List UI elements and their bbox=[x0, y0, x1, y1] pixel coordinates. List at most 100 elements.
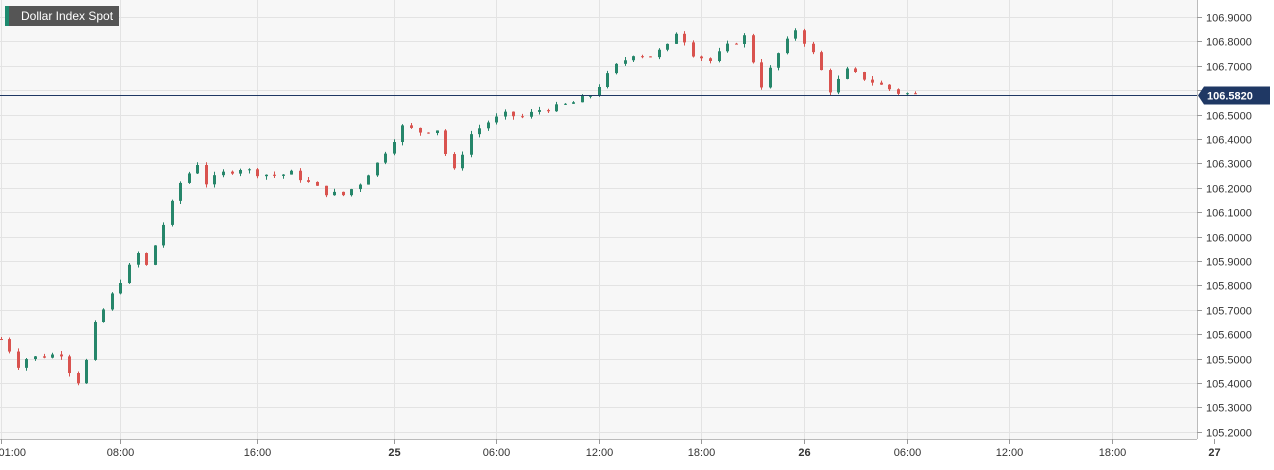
candle-body bbox=[43, 356, 46, 358]
candle-body bbox=[77, 373, 80, 384]
chart-title: Dollar Index Spot bbox=[21, 9, 114, 23]
x-tick-label: 18:00 bbox=[688, 447, 716, 459]
candle-body bbox=[307, 180, 310, 182]
candle-body bbox=[769, 67, 772, 88]
candle-body bbox=[179, 182, 182, 201]
candle-body bbox=[615, 63, 618, 74]
candle-body bbox=[94, 322, 97, 360]
candle-body bbox=[530, 111, 533, 117]
x-tick-label: 12:00 bbox=[586, 447, 614, 459]
x-tick-label: 08:00 bbox=[107, 447, 135, 459]
candle-body bbox=[470, 134, 473, 155]
candle-body bbox=[700, 56, 703, 59]
candle-body bbox=[606, 73, 609, 87]
plot-background bbox=[0, 0, 1197, 439]
candle-body bbox=[871, 79, 874, 83]
candle-body bbox=[641, 56, 644, 58]
y-tick-label: 105.3000 bbox=[1206, 403, 1252, 415]
candle-body bbox=[145, 253, 148, 265]
candle-body bbox=[564, 103, 567, 105]
candle-body bbox=[888, 84, 891, 90]
candle-body bbox=[735, 43, 738, 45]
candle-body bbox=[299, 170, 302, 181]
y-tick-label: 106.8000 bbox=[1206, 37, 1252, 49]
x-tick-label: 06:00 bbox=[483, 447, 511, 459]
chart-legend: Dollar Index Spot bbox=[5, 6, 119, 26]
candle-body bbox=[495, 116, 498, 123]
candle-body bbox=[718, 51, 721, 62]
candle-body bbox=[222, 171, 225, 176]
candle-body bbox=[128, 264, 131, 284]
candle-body bbox=[649, 56, 652, 58]
candle-body bbox=[760, 62, 763, 88]
candle-body bbox=[777, 53, 780, 68]
candle-body bbox=[854, 68, 857, 73]
candle-body bbox=[154, 245, 157, 265]
y-tick-label: 106.5000 bbox=[1206, 111, 1252, 123]
y-tick-label: 105.2000 bbox=[1206, 428, 1252, 440]
candle-body bbox=[487, 122, 490, 129]
y-tick-label: 106.1000 bbox=[1206, 208, 1252, 220]
candle-body bbox=[829, 70, 832, 93]
y-tick-label: 105.8000 bbox=[1206, 281, 1252, 293]
last-price-tag-shape bbox=[1198, 86, 1270, 105]
candle-body bbox=[205, 165, 208, 185]
y-tick-label: 106.0000 bbox=[1206, 233, 1252, 245]
candle-body bbox=[111, 293, 114, 310]
candle-body bbox=[137, 253, 140, 265]
candle-body bbox=[213, 175, 216, 185]
candle-body bbox=[248, 169, 251, 171]
candle-body bbox=[60, 354, 63, 357]
candle-body bbox=[316, 181, 319, 186]
candle-body bbox=[897, 89, 900, 94]
candle-body bbox=[521, 116, 524, 118]
candle-body bbox=[162, 224, 165, 246]
candle-body bbox=[282, 174, 285, 176]
candle-body bbox=[342, 191, 345, 196]
x-axis: 01:00 08:00 16:00 25 06:00 12:00 18:00 26 06:00 1… bbox=[0, 439, 1221, 459]
candle-body bbox=[837, 78, 840, 93]
y-tick-label: 106.4000 bbox=[1206, 135, 1252, 147]
x-tick-label: 16:00 bbox=[244, 447, 272, 459]
candle-body bbox=[555, 104, 558, 112]
x-tick-label: 12:00 bbox=[996, 447, 1024, 459]
candle-body bbox=[453, 154, 456, 169]
candles bbox=[0, 28, 917, 386]
candle-body bbox=[675, 33, 678, 44]
y-tick-label: 105.6000 bbox=[1206, 330, 1252, 342]
candle-body bbox=[880, 82, 883, 85]
candle-body bbox=[376, 162, 379, 176]
candle-body bbox=[547, 110, 550, 112]
candle-body bbox=[709, 58, 712, 62]
candle-body bbox=[0, 339, 3, 341]
y-tick-label: 106.3000 bbox=[1206, 159, 1252, 171]
candle-body bbox=[265, 174, 268, 177]
candle-body bbox=[461, 154, 464, 169]
candle-body bbox=[658, 49, 661, 58]
candle-body bbox=[632, 56, 635, 61]
candle-body bbox=[906, 93, 909, 95]
candle-body bbox=[512, 111, 515, 117]
last-price-tag: 106.5820 bbox=[1198, 86, 1270, 105]
candle-body bbox=[538, 110, 541, 112]
candle-body bbox=[743, 35, 746, 44]
candle-body bbox=[410, 125, 413, 128]
candle-body bbox=[273, 174, 276, 176]
candle-body bbox=[359, 184, 362, 190]
candle-body bbox=[692, 42, 695, 57]
x-tick-label: 06:00 bbox=[894, 447, 922, 459]
candle-body bbox=[34, 356, 37, 360]
x-tick-label: 01:00 bbox=[0, 447, 26, 459]
candle-body bbox=[914, 93, 917, 95]
candle-body bbox=[333, 191, 336, 196]
candle-body bbox=[188, 173, 191, 183]
candle-body bbox=[350, 189, 353, 196]
candle-body bbox=[863, 72, 866, 80]
y-axis: 106.9000106.8000106.7000106.6000106.5000… bbox=[1197, 13, 1252, 440]
candle-body bbox=[231, 171, 234, 174]
candle-body bbox=[171, 200, 174, 225]
candle-body bbox=[581, 95, 584, 103]
y-tick-label: 105.7000 bbox=[1206, 306, 1252, 318]
candle-body bbox=[8, 339, 11, 352]
